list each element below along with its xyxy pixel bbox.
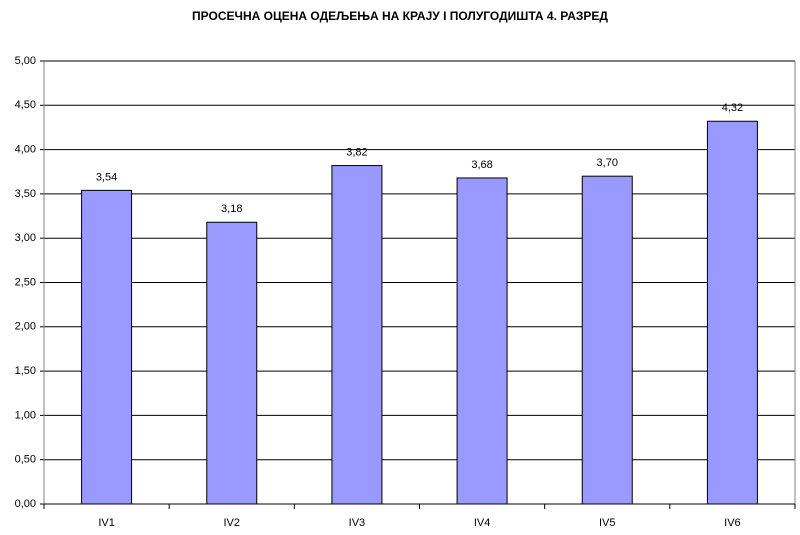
x-tick-label: IV4 [474,517,491,529]
bar [331,165,383,505]
y-tick-label: 4,50 [15,99,36,111]
y-tick-label: 5,00 [15,55,36,67]
x-tick-label: IV1 [98,517,115,529]
data-label: 4,32 [722,102,743,114]
bar [206,221,258,505]
data-label: 3,54 [96,171,117,183]
data-label: 3,68 [471,159,492,171]
bar [456,177,508,505]
data-label: 3,70 [597,157,618,169]
bar [581,175,633,505]
y-tick-label: 4,00 [15,144,36,156]
x-tick-label: IV3 [349,517,366,529]
x-tick-label: IV2 [223,517,240,529]
data-label: 3,82 [346,146,367,158]
y-tick-label: 3,00 [15,232,36,244]
bar [81,189,133,505]
y-tick-label: 0,00 [15,498,36,510]
bar [706,120,758,505]
y-tick-label: 0,50 [15,454,36,466]
y-tick-label: 2,50 [15,276,36,288]
data-label: 3,18 [221,203,242,215]
chart-title: ПРОСЕЧНА ОЦЕНА ОДЕЉЕЊА НА КРАЈУ I ПОЛУГО… [192,9,608,23]
y-tick-label: 2,00 [15,321,36,333]
y-tick-label: 1,50 [15,365,36,377]
y-tick-label: 3,50 [15,188,36,200]
x-tick-label: IV5 [599,517,616,529]
x-tick-label: IV6 [724,517,741,529]
y-tick-label: 1,00 [15,409,36,421]
